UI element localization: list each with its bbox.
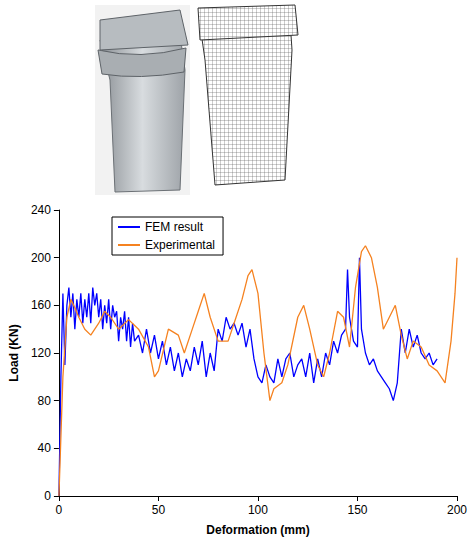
svg-text:120: 120: [31, 346, 51, 360]
svg-text:Load (KN): Load (KN): [7, 324, 21, 381]
svg-text:40: 40: [38, 441, 52, 455]
svg-text:100: 100: [248, 503, 268, 517]
svg-text:Experimental: Experimental: [145, 238, 215, 252]
svg-text:240: 240: [31, 203, 51, 217]
svg-text:80: 80: [38, 394, 52, 408]
svg-text:150: 150: [347, 503, 367, 517]
svg-text:FEM result: FEM result: [145, 220, 204, 234]
svg-text:0: 0: [56, 503, 63, 517]
svg-text:200: 200: [447, 503, 467, 517]
svg-text:Deformation (mm): Deformation (mm): [206, 523, 309, 537]
svg-text:200: 200: [31, 251, 51, 265]
svg-text:50: 50: [152, 503, 166, 517]
svg-text:0: 0: [44, 489, 51, 503]
svg-text:160: 160: [31, 298, 51, 312]
